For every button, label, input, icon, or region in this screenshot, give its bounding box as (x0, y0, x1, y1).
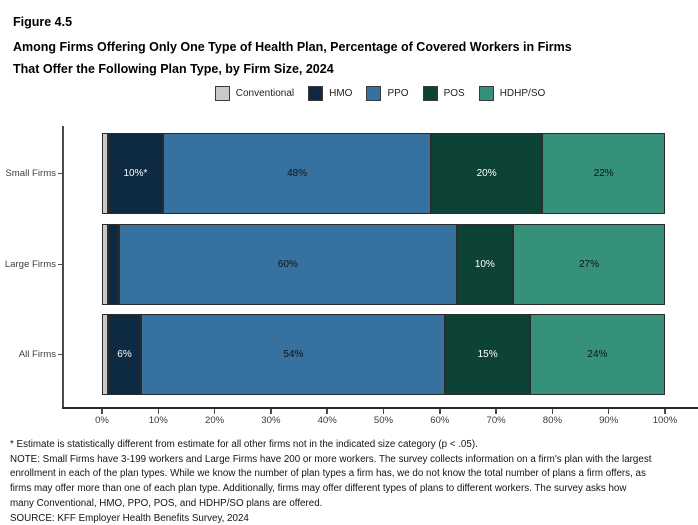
y-axis-label: Small Firms (5, 167, 56, 179)
x-axis-tick-label: 10% (148, 415, 168, 426)
x-axis-tick (607, 409, 610, 414)
bar-segment: 27% (512, 224, 665, 305)
bar-row: 60% 10% 27% (102, 224, 665, 305)
legend-swatch-icon (366, 85, 382, 101)
x-axis-tick (439, 409, 441, 414)
footnote-line: enrollment in each of the plan types. Wh… (10, 468, 646, 480)
bar-segment: 15% (445, 314, 530, 395)
legend-item-hmo: HMO (308, 85, 353, 101)
x-axis-tick (157, 409, 160, 414)
x-axis-tick-label: 30% (261, 415, 281, 426)
figure-title-line-2: That Offer the Following Plan Type, by F… (13, 61, 334, 76)
bar-segment-label: 10%* (123, 168, 148, 179)
legend-label: HMO (329, 87, 353, 99)
x-axis-tick (551, 409, 554, 414)
bar-segment: 10%* (107, 133, 164, 214)
footnote-line: SOURCE: KFF Employer Health Benefits Sur… (10, 512, 249, 524)
x-axis-tick-label: 70% (486, 415, 506, 426)
legend-item-ppo: PPO (366, 85, 409, 101)
x-axis-tick (382, 409, 385, 414)
legend-label: Conventional (235, 87, 295, 99)
bar-segment: 6% (107, 314, 142, 395)
x-axis-line (62, 407, 698, 409)
x-axis-tick (270, 409, 272, 414)
x-axis-tick-label: 20% (204, 415, 225, 426)
figure-title-line-1: Among Firms Offering Only One Type of He… (13, 40, 572, 54)
footnotes: * Estimate is statistically different fr… (10, 438, 698, 525)
footnote-line: * Estimate is statistically different fr… (10, 439, 478, 450)
footnote-line: many Conventional, HMO, PPO, POS, and HD… (10, 497, 323, 509)
figure-number: Figure 4.5 (13, 15, 73, 29)
legend-item-hdhp-so: HDHP/SO (478, 85, 546, 101)
x-axis-tick (664, 409, 666, 414)
legend-label: HDHP/SO (499, 87, 546, 99)
bar-segment: 24% (529, 314, 665, 395)
x-axis-tick-label: 50% (373, 415, 394, 426)
legend-swatch-icon (478, 85, 494, 101)
bar-segment-label: 24% (587, 349, 608, 360)
x-axis-tick-label: 40% (317, 415, 337, 426)
legend-swatch-icon (214, 85, 230, 101)
y-axis-tick (58, 353, 63, 356)
legend-swatch-icon (308, 85, 324, 101)
bar-segment-label: 54% (283, 349, 304, 360)
x-axis-tick (495, 409, 497, 414)
y-axis-line (62, 126, 64, 408)
bar-segment-label: 6% (117, 349, 132, 360)
x-axis-tick-label: 80% (542, 415, 562, 426)
bar-segment-label: 10% (474, 259, 495, 270)
bar-segment (102, 224, 108, 305)
bar-row: 6% 54% 15% 24% (102, 314, 665, 395)
bar-segment: 22% (542, 133, 665, 214)
bar-segment (102, 314, 108, 395)
footnote-line: NOTE: Small Firms have 3-199 workers and… (10, 453, 652, 465)
legend: Conventional HMO PPO POS HDHP/SO (63, 84, 697, 102)
bar-segment: 20% (430, 133, 543, 214)
legend-label: POS (443, 87, 465, 99)
y-axis-label: Large Firms (4, 258, 56, 270)
legend-item-pos: POS (422, 85, 465, 101)
bar-segment: 54% (141, 314, 446, 395)
y-axis-tick (58, 172, 63, 175)
legend-swatch-icon (422, 85, 438, 101)
bar-segment-label: 48% (287, 168, 308, 179)
bar-segment-label: 20% (476, 168, 497, 179)
x-axis-tick-label: 100% (652, 415, 678, 426)
x-axis-tick (101, 409, 103, 414)
x-axis-tick (213, 409, 216, 414)
x-axis-tick (326, 409, 328, 414)
x-axis-tick-label: 60% (430, 415, 450, 426)
bar-segment (107, 224, 119, 305)
bar-segment: 60% (118, 224, 457, 305)
bar-segment-label: 60% (277, 259, 298, 270)
legend-label: PPO (387, 87, 409, 99)
x-axis-tick-label: 0% (95, 415, 109, 426)
x-axis-tick-label: 90% (599, 415, 619, 426)
y-axis-label: All Firms (18, 348, 56, 360)
bar-segment: 10% (456, 224, 513, 305)
figure-title: Among Firms Offering Only One Type of He… (13, 37, 693, 80)
bar-row: 10%* 48% 20% 22% (102, 133, 665, 214)
legend-item-conventional: Conventional (214, 85, 295, 101)
bar-segment-label: 15% (477, 349, 498, 360)
bar-segment: 48% (163, 133, 431, 214)
footnote-line: firms may offer more than one of each pl… (10, 483, 627, 495)
bar-segment (102, 133, 108, 214)
y-axis-tick (58, 263, 63, 266)
bar-segment-label: 27% (578, 259, 599, 270)
bar-segment-label: 22% (593, 168, 614, 179)
